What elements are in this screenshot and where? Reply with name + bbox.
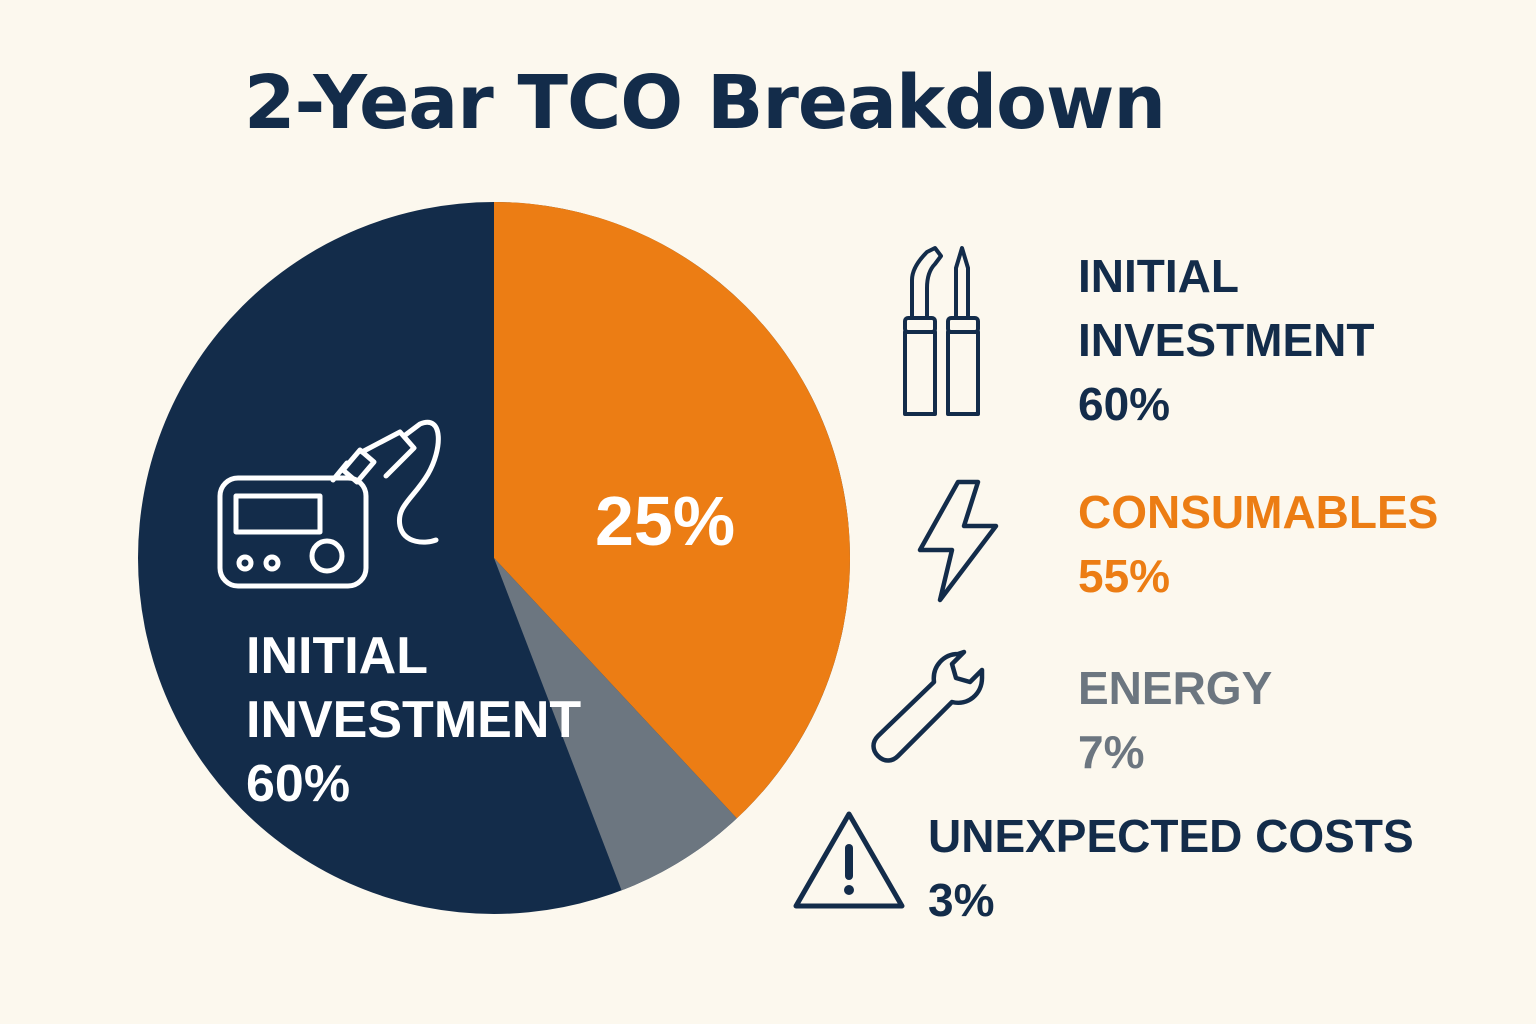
legend-value: 7%: [1078, 726, 1145, 778]
legend-label: UNEXPECTED COSTS: [928, 810, 1414, 862]
legend-label: ENERGY: [1078, 662, 1273, 714]
initial-slice-label-value: 60%: [246, 755, 351, 813]
initial-slice-label-line2: INVESTMENT: [246, 691, 582, 749]
soldering-tips-icon: [903, 246, 980, 416]
legend-value: 3%: [928, 874, 995, 926]
legend-label-line2: INVESTMENT: [1078, 314, 1375, 366]
pie-slice-consumables: [494, 202, 851, 819]
initial-slice-label-line1: INITIAL: [246, 627, 428, 685]
initial-investment-slice-label: INITIAL INVESTMENT 60%: [246, 624, 581, 816]
consumables-slice-label: 25%: [595, 482, 736, 560]
lightning-bolt-icon: [917, 479, 999, 603]
legend-initial-investment: INITIAL INVESTMENT 60%: [1078, 244, 1374, 436]
soldering-station-icon: [217, 419, 441, 589]
legend-value: 60%: [1078, 378, 1171, 430]
legend-unexpected-costs: UNEXPECTED COSTS 3%: [928, 804, 1414, 932]
legend-energy: ENERGY 7%: [1078, 656, 1272, 784]
legend-label: CONSUMABLES: [1078, 486, 1439, 538]
chart-title: 2-Year TCO Breakdown: [244, 60, 1166, 146]
pie-slice-energy: [494, 558, 737, 891]
legend-label-line1: INITIAL: [1078, 250, 1239, 302]
legend-value: 55%: [1078, 550, 1171, 602]
legend-consumables: CONSUMABLES 55%: [1078, 480, 1438, 608]
warning-triangle-icon: [793, 811, 905, 909]
wrench-icon: [871, 649, 985, 763]
